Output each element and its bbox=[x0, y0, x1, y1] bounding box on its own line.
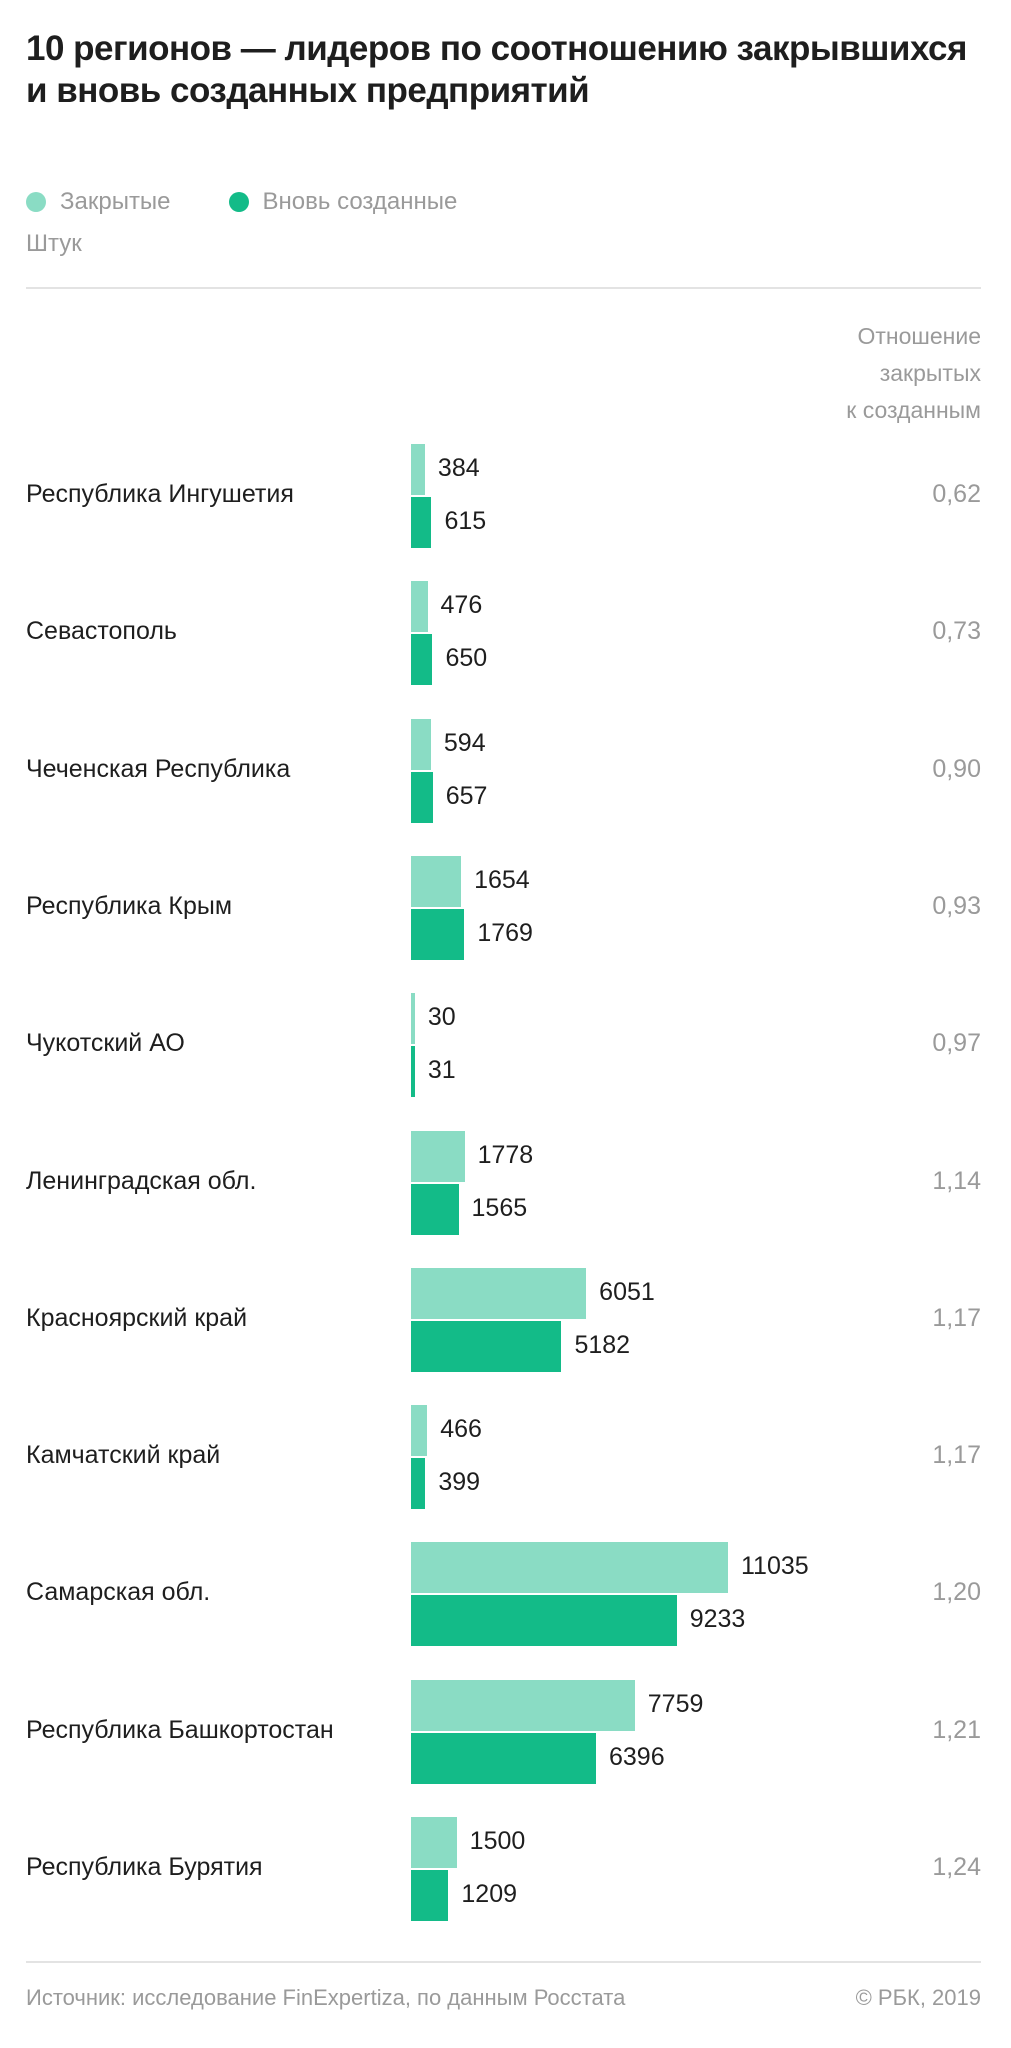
legend-label-closed: Закрытые bbox=[60, 188, 171, 215]
category-label: Красноярский край bbox=[26, 1303, 248, 1332]
chart-title: 10 регионов — лидеров по соотношению зак… bbox=[26, 29, 967, 110]
value-label-new: 9233 bbox=[689, 1605, 746, 1634]
value-label-new: 615 bbox=[444, 507, 487, 535]
category-label: Республика Башкортостан bbox=[26, 1715, 334, 1744]
bar-new bbox=[411, 908, 465, 960]
source-note: Источник: исследование FinExpertiza, по … bbox=[26, 1985, 626, 2010]
unit-label: Штук bbox=[26, 230, 82, 257]
bar-new bbox=[411, 1320, 562, 1372]
copyright: © РБК, 2019 bbox=[855, 1985, 981, 2010]
bar-closed bbox=[411, 1679, 635, 1731]
legend-label-new: Вновь созданные bbox=[262, 188, 458, 215]
chart-row: Самарская обл. 11035 9233 1,20 bbox=[0, 1542, 1011, 1647]
bar-closed bbox=[411, 1542, 728, 1594]
value-label-closed: 1778 bbox=[477, 1140, 534, 1169]
ratio-value: 0,62 bbox=[932, 480, 981, 508]
bar-new bbox=[411, 1595, 677, 1647]
ratio-header: Отношение закрытых к созданным bbox=[846, 318, 981, 429]
value-label-closed: 11035 bbox=[741, 1552, 809, 1581]
legend-item-new: Вновь созданные bbox=[228, 188, 458, 216]
value-label-closed: 466 bbox=[440, 1415, 482, 1444]
category-label: Ленинградская обл. bbox=[26, 1166, 257, 1195]
bar-new bbox=[411, 497, 432, 548]
chart-row: Чукотский АО 30 31 0,97 bbox=[0, 993, 1011, 1098]
category-label: Республика Ингушетия bbox=[26, 480, 294, 508]
category-label: Чукотский АО bbox=[26, 1029, 185, 1058]
bar-new bbox=[411, 771, 433, 823]
bar-closed bbox=[411, 718, 431, 770]
value-label-new: 5182 bbox=[574, 1330, 631, 1359]
value-label-closed: 1654 bbox=[474, 865, 530, 894]
category-label: Республика Бурятия bbox=[26, 1853, 263, 1881]
bar-closed bbox=[411, 581, 428, 633]
value-label-closed: 1500 bbox=[469, 1827, 526, 1855]
bar-closed bbox=[411, 444, 425, 495]
chart-row: Чеченская Республика 594 657 0,90 bbox=[0, 718, 1011, 823]
bar-new bbox=[411, 1732, 596, 1784]
ratio-value: 1,21 bbox=[932, 1715, 981, 1744]
ratio-value: 0,90 bbox=[932, 754, 981, 783]
bar-new bbox=[411, 634, 433, 686]
bar-closed bbox=[411, 855, 462, 907]
ratio-value: 1,17 bbox=[932, 1441, 981, 1470]
value-label-closed: 476 bbox=[440, 591, 483, 620]
ratio-value: 0,97 bbox=[932, 1029, 981, 1058]
ratio-header-line: Отношение bbox=[857, 323, 981, 349]
value-label-closed: 30 bbox=[427, 1003, 456, 1032]
ratio-value: 1,24 bbox=[932, 1853, 981, 1881]
bar-new bbox=[411, 1183, 459, 1235]
top-divider bbox=[26, 287, 981, 289]
chart-row: Республика Бурятия 1500 1209 1,24 bbox=[0, 1817, 1011, 1921]
bar-closed bbox=[411, 1405, 428, 1457]
value-label-closed: 6051 bbox=[599, 1277, 655, 1306]
legend-item-closed: Закрытые bbox=[26, 188, 171, 216]
value-label-new: 657 bbox=[445, 781, 488, 810]
legend-dot-closed bbox=[26, 192, 46, 212]
bar-closed bbox=[411, 1130, 465, 1182]
bar-closed bbox=[411, 1267, 587, 1319]
category-label: Республика Крым bbox=[26, 891, 233, 920]
chart-row: Республика Крым 1654 1769 0,93 bbox=[0, 855, 1011, 960]
value-label-new: 1565 bbox=[471, 1193, 528, 1222]
ratio-value: 1,14 bbox=[932, 1166, 981, 1195]
bottom-divider bbox=[26, 1961, 981, 1963]
bar-closed bbox=[411, 1817, 457, 1868]
value-label-new: 1769 bbox=[477, 918, 533, 947]
bar-new bbox=[411, 1870, 449, 1921]
value-label-new: 1209 bbox=[461, 1880, 518, 1908]
legend-dot-new bbox=[228, 192, 249, 212]
value-label-closed: 7759 bbox=[647, 1689, 704, 1718]
value-label-new: 650 bbox=[445, 644, 488, 673]
value-label-closed: 594 bbox=[443, 728, 486, 757]
value-label-new: 6396 bbox=[608, 1742, 665, 1771]
chart-row: Ленинградская обл. 1778 1565 1,14 bbox=[0, 1130, 1011, 1235]
chart-row: Камчатский край 466 399 1,17 bbox=[0, 1405, 1011, 1510]
bar-new bbox=[411, 1458, 426, 1510]
category-label: Севастополь bbox=[26, 617, 177, 646]
ratio-header-line: закрытых bbox=[879, 360, 981, 386]
bar-new bbox=[411, 1046, 415, 1098]
ratio-value: 1,17 bbox=[932, 1303, 981, 1332]
ratio-value: 0,73 bbox=[932, 617, 981, 646]
value-label-closed: 384 bbox=[437, 454, 480, 482]
chart-row: Республика Ингушетия 384 615 0,62 bbox=[0, 444, 1011, 548]
category-label: Чеченская Республика bbox=[26, 754, 291, 783]
chart-row: Красноярский край 6051 5182 1,17 bbox=[0, 1267, 1011, 1372]
chart-row: Севастополь 476 650 0,73 bbox=[0, 581, 1011, 686]
value-label-new: 31 bbox=[427, 1056, 456, 1085]
category-label: Камчатский край bbox=[26, 1441, 221, 1470]
ratio-header-line: к созданным bbox=[846, 397, 981, 423]
ratio-value: 1,20 bbox=[932, 1578, 981, 1607]
bar-closed bbox=[411, 993, 415, 1045]
legend: Закрытые Вновь созданные bbox=[26, 188, 457, 216]
chart-row: Республика Башкортостан 7759 6396 1,21 bbox=[0, 1679, 1011, 1784]
value-label-new: 399 bbox=[438, 1468, 481, 1497]
ratio-value: 0,93 bbox=[932, 891, 981, 920]
category-label: Самарская обл. bbox=[26, 1578, 211, 1607]
